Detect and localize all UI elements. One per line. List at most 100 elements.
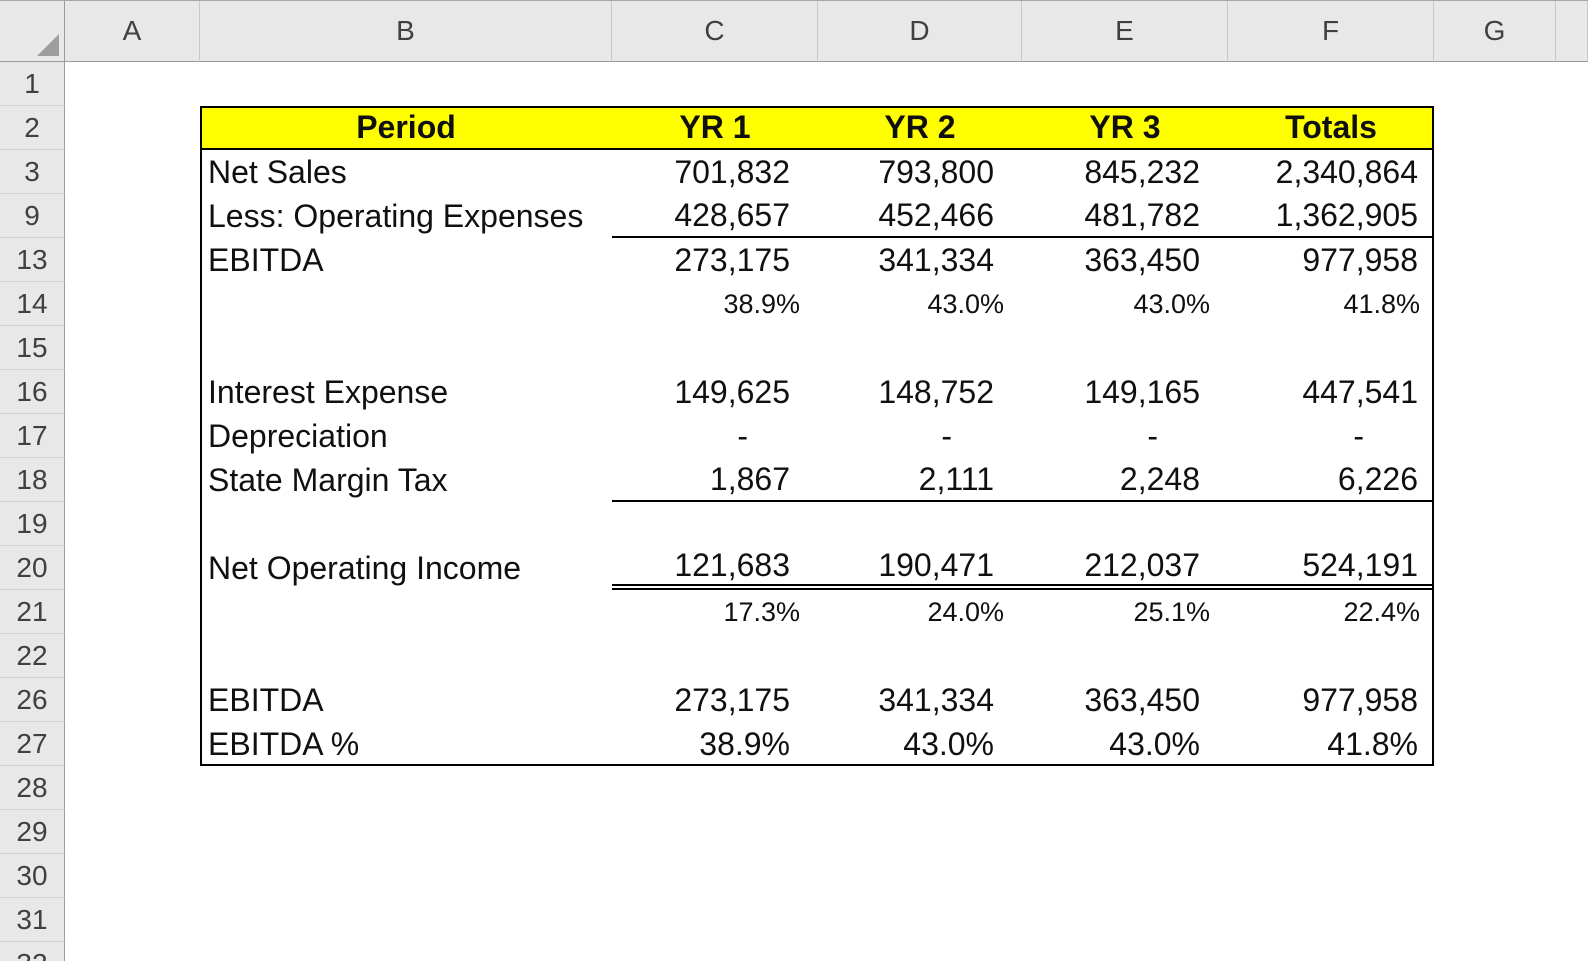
cell-F29[interactable] — [1228, 810, 1434, 854]
cell-E20[interactable]: 212,037 — [1022, 546, 1228, 590]
cell-E21[interactable]: 25.1% — [1022, 590, 1228, 634]
cell-G16[interactable] — [1434, 370, 1556, 414]
cell-F26[interactable]: 977,958 — [1228, 678, 1434, 722]
cell-D15[interactable] — [818, 326, 1022, 370]
cell-B29[interactable] — [200, 810, 612, 854]
row-header-31[interactable]: 31 — [0, 898, 65, 942]
cell-F3[interactable]: 2,340,864 — [1228, 150, 1434, 194]
cell-D9[interactable]: 452,466 — [818, 194, 1022, 238]
cell-F27[interactable]: 41.8% — [1228, 722, 1434, 766]
cell-G32[interactable] — [1434, 942, 1556, 961]
cell-F32[interactable] — [1228, 942, 1434, 961]
cell-C30[interactable] — [612, 854, 818, 898]
cell-D31[interactable] — [818, 898, 1022, 942]
row-header-29[interactable]: 29 — [0, 810, 65, 854]
cell-D14[interactable]: 43.0% — [818, 282, 1022, 326]
column-header-D[interactable]: D — [818, 1, 1022, 62]
cell-F14[interactable]: 41.8% — [1228, 282, 1434, 326]
cell-A19[interactable] — [65, 502, 200, 546]
cell-A18[interactable] — [65, 458, 200, 502]
cell-C15[interactable] — [612, 326, 818, 370]
cell-G14[interactable] — [1434, 282, 1556, 326]
cell-H19[interactable] — [1556, 502, 1588, 546]
row-header-22[interactable]: 22 — [0, 634, 65, 678]
cell-B21[interactable] — [200, 590, 612, 634]
cell-A16[interactable] — [65, 370, 200, 414]
cell-G27[interactable] — [1434, 722, 1556, 766]
cell-H20[interactable] — [1556, 546, 1588, 590]
cell-G26[interactable] — [1434, 678, 1556, 722]
cell-F1[interactable] — [1228, 62, 1434, 106]
cell-H17[interactable] — [1556, 414, 1588, 458]
cell-D27[interactable]: 43.0% — [818, 722, 1022, 766]
cell-A27[interactable] — [65, 722, 200, 766]
cell-C27[interactable]: 38.9% — [612, 722, 818, 766]
row-header-26[interactable]: 26 — [0, 678, 65, 722]
cell-F28[interactable] — [1228, 766, 1434, 810]
cell-D3[interactable]: 793,800 — [818, 150, 1022, 194]
row-header-27[interactable]: 27 — [0, 722, 65, 766]
cell-G3[interactable] — [1434, 150, 1556, 194]
cell-F30[interactable] — [1228, 854, 1434, 898]
cell-H2[interactable] — [1556, 106, 1588, 150]
cell-B32[interactable] — [200, 942, 612, 961]
cell-D13[interactable]: 341,334 — [818, 238, 1022, 282]
row-header-13[interactable]: 13 — [0, 238, 65, 282]
cell-F20[interactable]: 524,191 — [1228, 546, 1434, 590]
cell-C29[interactable] — [612, 810, 818, 854]
cell-D26[interactable]: 341,334 — [818, 678, 1022, 722]
cell-E26[interactable]: 363,450 — [1022, 678, 1228, 722]
cell-G31[interactable] — [1434, 898, 1556, 942]
cell-D28[interactable] — [818, 766, 1022, 810]
cell-A29[interactable] — [65, 810, 200, 854]
cell-B3[interactable]: Net Sales — [200, 150, 612, 194]
cell-E9[interactable]: 481,782 — [1022, 194, 1228, 238]
column-header-C[interactable]: C — [612, 1, 818, 62]
cell-F2[interactable]: Totals — [1228, 106, 1434, 150]
cell-D21[interactable]: 24.0% — [818, 590, 1022, 634]
cell-A28[interactable] — [65, 766, 200, 810]
cell-F15[interactable] — [1228, 326, 1434, 370]
cell-G9[interactable] — [1434, 194, 1556, 238]
cell-E28[interactable] — [1022, 766, 1228, 810]
cell-B26[interactable]: EBITDA — [200, 678, 612, 722]
cell-H15[interactable] — [1556, 326, 1588, 370]
cell-C28[interactable] — [612, 766, 818, 810]
cell-E29[interactable] — [1022, 810, 1228, 854]
cell-D22[interactable] — [818, 634, 1022, 678]
cell-H30[interactable] — [1556, 854, 1588, 898]
row-header-16[interactable]: 16 — [0, 370, 65, 414]
cell-G20[interactable] — [1434, 546, 1556, 590]
cell-A2[interactable] — [65, 106, 200, 150]
cell-H22[interactable] — [1556, 634, 1588, 678]
cell-B2[interactable]: Period — [200, 106, 612, 150]
cell-H13[interactable] — [1556, 238, 1588, 282]
cell-G15[interactable] — [1434, 326, 1556, 370]
cell-B20[interactable]: Net Operating Income — [200, 546, 612, 590]
cell-C3[interactable]: 701,832 — [612, 150, 818, 194]
cell-F13[interactable]: 977,958 — [1228, 238, 1434, 282]
row-header-2[interactable]: 2 — [0, 106, 65, 150]
row-header-14[interactable]: 14 — [0, 282, 65, 326]
cell-E19[interactable] — [1022, 502, 1228, 546]
column-header-A[interactable]: A — [65, 1, 200, 62]
cell-D2[interactable]: YR 2 — [818, 106, 1022, 150]
cell-H26[interactable] — [1556, 678, 1588, 722]
cell-D20[interactable]: 190,471 — [818, 546, 1022, 590]
cell-C13[interactable]: 273,175 — [612, 238, 818, 282]
cell-H16[interactable] — [1556, 370, 1588, 414]
cell-F21[interactable]: 22.4% — [1228, 590, 1434, 634]
row-header-19[interactable]: 19 — [0, 502, 65, 546]
cell-B30[interactable] — [200, 854, 612, 898]
row-header-3[interactable]: 3 — [0, 150, 65, 194]
cell-A13[interactable] — [65, 238, 200, 282]
column-header-B[interactable]: B — [200, 1, 612, 62]
cell-H31[interactable] — [1556, 898, 1588, 942]
cell-D32[interactable] — [818, 942, 1022, 961]
cell-A26[interactable] — [65, 678, 200, 722]
cell-H9[interactable] — [1556, 194, 1588, 238]
cell-B31[interactable] — [200, 898, 612, 942]
cell-B28[interactable] — [200, 766, 612, 810]
cell-G18[interactable] — [1434, 458, 1556, 502]
cell-G28[interactable] — [1434, 766, 1556, 810]
